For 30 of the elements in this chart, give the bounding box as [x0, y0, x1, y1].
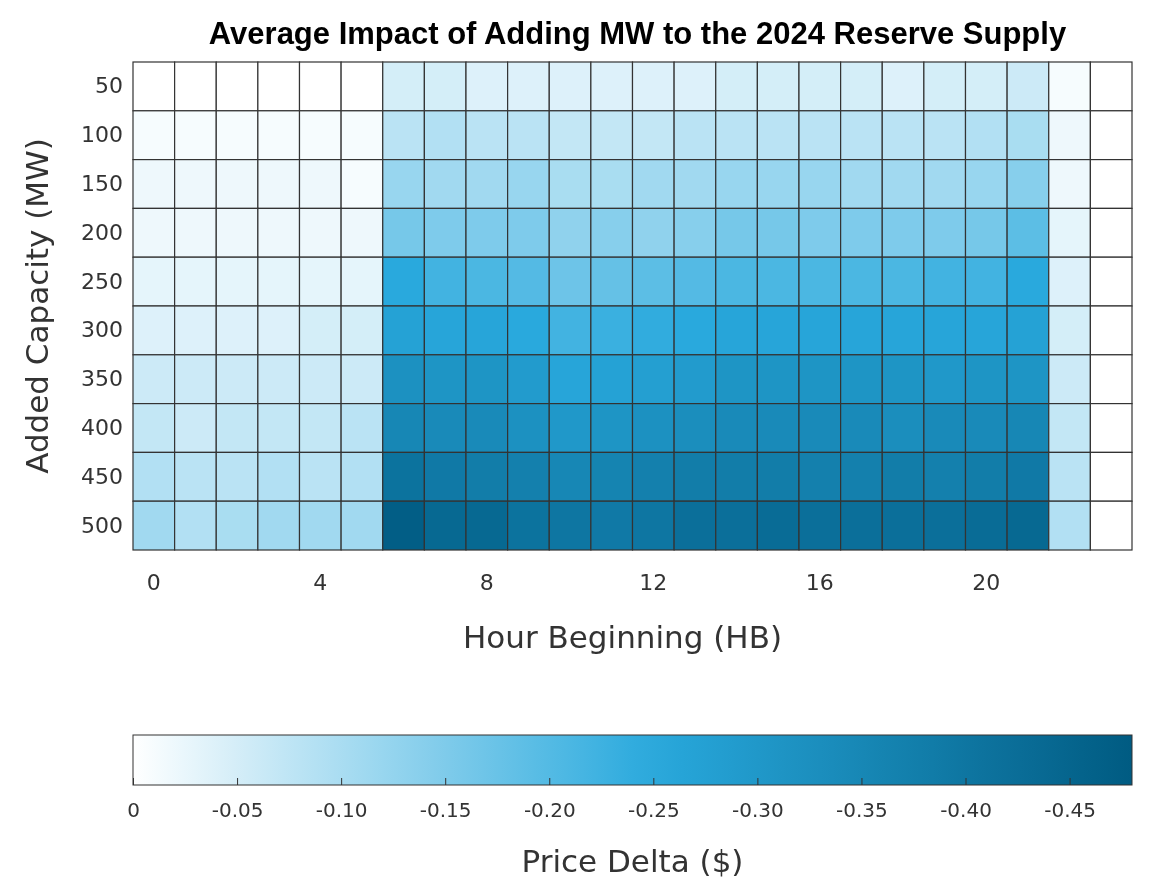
color-bar-label: -0.15: [419, 798, 472, 822]
x-tick-label: 4: [313, 569, 328, 595]
y-tick-label: 250: [81, 268, 123, 294]
y-axis-title: Added Capacity (MW): [19, 138, 55, 474]
x-tick-label: 0: [146, 569, 161, 595]
color-bar-label: -0.10: [315, 798, 368, 822]
x-axis-title: Hour Beginning (HB): [462, 619, 783, 655]
y-tick-label: 400: [81, 415, 123, 441]
y-tick-label: 500: [81, 512, 123, 538]
x-tick-label: 20: [972, 569, 1001, 595]
y-tick-label: 300: [81, 317, 123, 343]
color-bar-title: Price Delta ($): [521, 843, 744, 879]
y-tick-label: 100: [81, 122, 123, 148]
x-tick-label: 16: [805, 569, 834, 595]
color-bar-label: -0.05: [211, 798, 264, 822]
y-tick-label: 200: [81, 219, 123, 245]
color-bar-label: -0.45: [1044, 798, 1096, 822]
color-bar-label: -0.30: [732, 798, 784, 822]
color-bar-label: -0.40: [940, 798, 992, 822]
x-tick-label: 12: [639, 569, 668, 595]
chart-title: Average Impact of Adding MW to the 2024 Reserve Supply: [208, 16, 1067, 51]
color-bar-label: -0.35: [836, 798, 888, 822]
y-tick-label: 150: [81, 171, 123, 197]
y-tick-label: 450: [81, 463, 123, 489]
color-bar-label: -0.20: [523, 798, 576, 822]
color-bar-label: 0: [127, 798, 140, 822]
y-tick-label: 50: [95, 73, 123, 99]
y-tick-label: 350: [81, 366, 123, 392]
color-bar-label: -0.25: [627, 798, 680, 822]
x-tick-label: 8: [479, 569, 494, 595]
